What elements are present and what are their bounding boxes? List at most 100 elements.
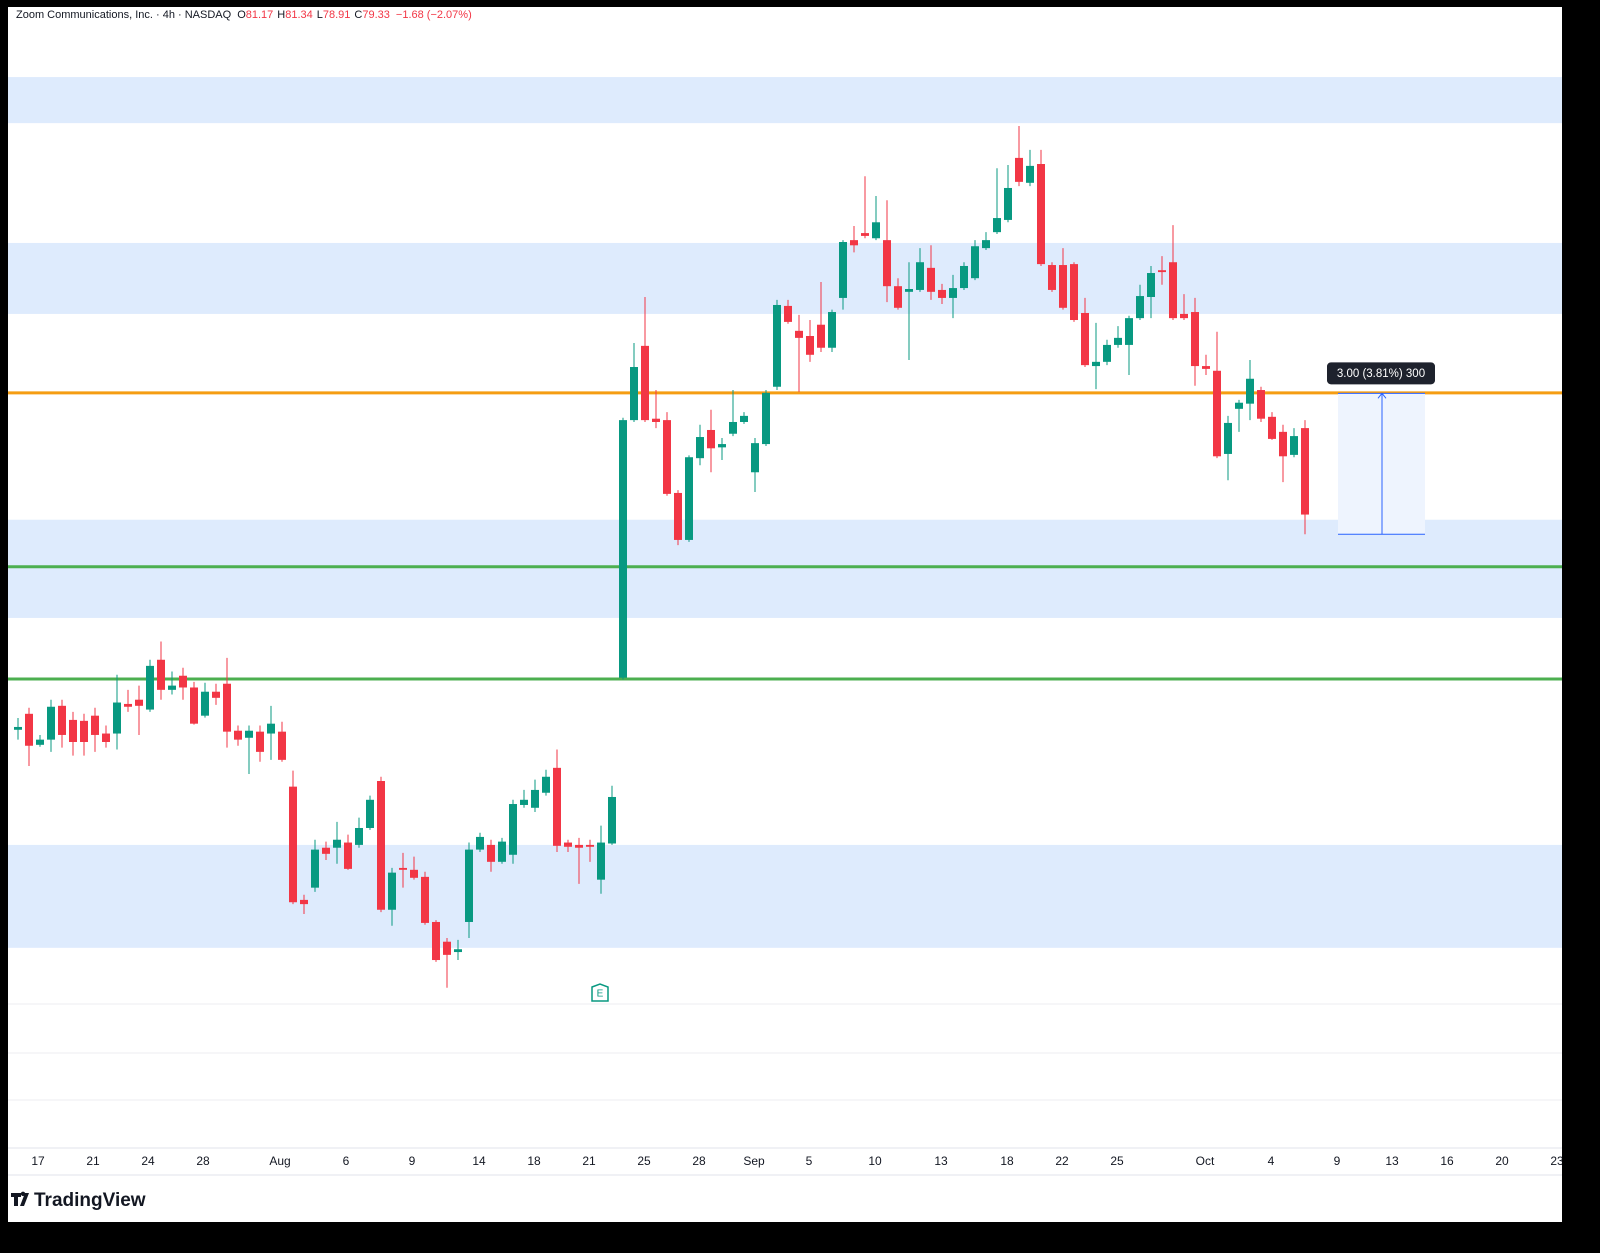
candle-body — [795, 330, 803, 338]
symbol-title: Zoom Communications, Inc. · 4h · NASDAQ — [16, 9, 232, 21]
x-tick-label: 21 — [86, 1154, 100, 1168]
candle-body — [674, 492, 682, 540]
ohlc-label: C — [354, 9, 362, 21]
candle-body — [927, 267, 935, 292]
candle-body — [355, 827, 363, 845]
candle-body — [432, 921, 440, 961]
candle-body — [344, 842, 352, 869]
x-tick-label: 18 — [1000, 1154, 1014, 1168]
candle-body — [509, 804, 517, 855]
candle-body — [586, 844, 594, 847]
measure-label: 3.00 (3.81%) 300 — [1337, 368, 1425, 380]
x-tick-label: 5 — [806, 1154, 813, 1168]
candle-body — [36, 739, 44, 745]
x-tick-label: 23 — [1550, 1154, 1564, 1168]
x-tick-label: Oct — [1196, 1154, 1215, 1168]
candle-body — [454, 949, 462, 953]
candle-body — [597, 842, 605, 880]
candle-body — [267, 723, 275, 734]
candle-body — [1125, 318, 1133, 345]
candle-body — [773, 304, 781, 387]
candle-body — [80, 720, 88, 742]
candle-body — [1004, 187, 1012, 220]
candle-body — [421, 876, 429, 923]
candle-body — [498, 841, 506, 862]
zone — [8, 519, 1562, 618]
candle-body — [1015, 157, 1023, 182]
candle-body — [872, 222, 880, 239]
candle-body — [300, 899, 308, 905]
x-tick-label: 25 — [1110, 1154, 1124, 1168]
candle-body — [410, 869, 418, 878]
candle-body — [982, 240, 990, 249]
candle-body — [1224, 422, 1232, 454]
candle-body — [366, 799, 374, 828]
ohlc-value: 78.91 — [323, 9, 351, 21]
candle-body — [707, 429, 715, 449]
candle-body — [1070, 264, 1078, 321]
x-tick-label: 18 — [527, 1154, 541, 1168]
candle-body — [1037, 164, 1045, 265]
candle-body — [212, 691, 220, 698]
x-tick-label: 20 — [1495, 1154, 1509, 1168]
x-tick-label: 28 — [692, 1154, 706, 1168]
candle-body — [993, 218, 1001, 233]
candle-body — [289, 786, 297, 903]
earnings-label: E — [597, 989, 604, 1000]
plot: 3.00 (3.81%) 300 E 17 21 24 28 Aug 6 9 14 18 21 25 28… — [8, 77, 1564, 1168]
x-tick-label: 9 — [409, 1154, 416, 1168]
candle-body — [1235, 402, 1243, 409]
candle-body — [564, 842, 572, 847]
x-tick-label: 28 — [196, 1154, 210, 1168]
candle-body — [1114, 337, 1122, 345]
candle-body — [245, 730, 253, 738]
candle-body — [47, 706, 55, 740]
measure-arrowhead — [1377, 392, 1387, 399]
x-tick-label: 16 — [1440, 1154, 1454, 1168]
candle-body — [1279, 431, 1287, 457]
candle-body — [223, 683, 231, 732]
x-tick-label: Aug — [269, 1154, 290, 1168]
x-tick-label: 6 — [343, 1154, 350, 1168]
candle-body — [113, 702, 121, 734]
x-tick-label: 13 — [1385, 1154, 1399, 1168]
candle-body — [806, 335, 814, 355]
x-tick-label: 10 — [868, 1154, 882, 1168]
candle-body — [69, 719, 77, 742]
candle-body — [630, 367, 638, 421]
candle-body — [14, 726, 22, 730]
candle-body — [608, 796, 616, 844]
candle-body — [949, 288, 957, 298]
candle-body — [916, 262, 924, 290]
candle-body — [146, 665, 154, 710]
candle-body — [531, 789, 539, 808]
x-tick-label: 25 — [637, 1154, 651, 1168]
candle-body — [652, 418, 660, 422]
candle-body — [762, 392, 770, 445]
candle-body — [718, 444, 726, 448]
candle-body — [311, 849, 319, 888]
candle-body — [1092, 361, 1100, 367]
candle-body — [1191, 312, 1199, 367]
change-value: −1.68 (−2.07%) — [396, 9, 472, 21]
candle-body — [1103, 344, 1111, 362]
candle-body — [729, 421, 737, 434]
candle-body — [1169, 262, 1177, 319]
x-tick-label: 17 — [31, 1154, 45, 1168]
candle-body — [1268, 416, 1276, 439]
x-tick-label: Sep — [743, 1154, 765, 1168]
candle-body — [751, 443, 759, 473]
candle-body — [322, 847, 330, 854]
ohlc-value: 81.34 — [285, 9, 313, 21]
candle-body — [905, 289, 913, 292]
ohlc-value: 79.33 — [362, 9, 390, 21]
candle-body — [25, 713, 33, 746]
x-tick-label: 24 — [141, 1154, 155, 1168]
ohlc-label: L — [317, 9, 323, 21]
candle-body — [1136, 296, 1144, 319]
candle-body — [685, 457, 693, 540]
candle-body — [1180, 313, 1188, 319]
candle-body — [91, 715, 99, 735]
candle-body — [234, 730, 242, 740]
